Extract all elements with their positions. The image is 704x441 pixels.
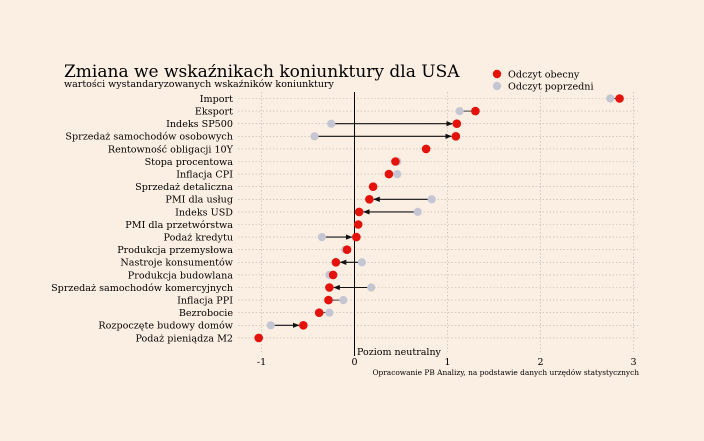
previous-point xyxy=(357,258,367,267)
category-label: Stopa procentowa xyxy=(145,157,234,168)
category-label: Produkcja przemysłowa xyxy=(117,245,233,256)
current-point xyxy=(299,321,308,330)
previous-point xyxy=(325,308,334,317)
category-label: Produkcja budowlana xyxy=(128,270,233,281)
legend-previous-label: Odczyt poprzedni xyxy=(508,82,594,93)
previous-point xyxy=(606,94,615,103)
grid xyxy=(238,92,638,352)
previous-point xyxy=(266,321,275,330)
legend: Odczyt obecny Odczyt poprzedni xyxy=(492,69,594,93)
category-label: Import xyxy=(200,94,233,105)
current-point xyxy=(342,245,352,254)
category-label: Rentowność obligacji 10Y xyxy=(108,144,234,155)
previous-point xyxy=(393,170,402,179)
previous-point xyxy=(367,283,376,292)
previous-point xyxy=(455,107,464,116)
x-tick-label: 0 xyxy=(351,357,357,368)
current-point xyxy=(352,232,361,242)
current-point xyxy=(471,106,480,116)
current-point xyxy=(452,119,462,128)
previous-point xyxy=(310,132,319,141)
category-label: Sprzedaż detaliczna xyxy=(135,182,233,193)
zero-line-label: Poziom neutralny xyxy=(357,347,442,358)
chart-subtitle: wartości wystandaryzowanych wskaźników k… xyxy=(64,79,335,90)
current-point xyxy=(451,132,461,141)
category-label: Rozpoczęte budowy domów xyxy=(98,321,233,332)
category-label: Podaż kredytu xyxy=(164,233,233,244)
x-tick-label: 2 xyxy=(537,357,543,368)
current-point xyxy=(325,283,334,292)
current-point xyxy=(365,195,374,204)
category-label: Inflacja PPI xyxy=(177,296,233,307)
x-tick-label: 3 xyxy=(630,357,636,368)
legend-current-marker xyxy=(492,69,502,79)
current-point xyxy=(354,207,364,217)
category-label: Podaż pieniądza M2 xyxy=(135,333,233,344)
category-label: Bezrobocie xyxy=(179,308,234,319)
previous-point xyxy=(339,296,348,305)
legend-current-label: Odczyt obecny xyxy=(508,70,580,81)
category-label: Inflacja CPI xyxy=(176,170,233,181)
chart-title: Zmiana we wskaźnikach koniunktury dla US… xyxy=(64,62,460,82)
previous-point xyxy=(317,233,327,242)
current-point xyxy=(384,169,394,179)
category-label: Sprzedaż samochodów komercyjnych xyxy=(51,283,233,294)
category-label: Eksport xyxy=(195,107,233,118)
data-points xyxy=(254,94,624,343)
x-tick-label: -1 xyxy=(257,357,266,368)
previous-point xyxy=(413,207,422,216)
current-point xyxy=(314,308,324,318)
current-point xyxy=(615,94,624,103)
current-point xyxy=(421,144,431,154)
category-label: Sprzedaż samochodów osobowych xyxy=(65,132,233,143)
category-label: PMI dla przetwórstwa xyxy=(125,220,233,231)
category-label: Indeks USD xyxy=(175,207,233,218)
current-point xyxy=(368,182,378,191)
current-point xyxy=(331,258,341,267)
current-point xyxy=(391,157,400,166)
current-point xyxy=(324,295,333,305)
category-label: Nastroje konsumentów xyxy=(120,258,233,269)
current-point xyxy=(254,333,264,343)
current-point xyxy=(353,220,363,229)
previous-point xyxy=(327,119,336,128)
legend-previous-marker xyxy=(492,81,502,91)
current-point xyxy=(328,270,338,280)
source-note: Opracowanie PB Analizy, na podstawie dan… xyxy=(372,368,639,377)
category-label: Indeks SP500 xyxy=(166,119,233,130)
x-tick-label: 1 xyxy=(444,357,450,368)
category-label: PMI dla usług xyxy=(165,195,233,206)
previous-point xyxy=(427,195,436,204)
